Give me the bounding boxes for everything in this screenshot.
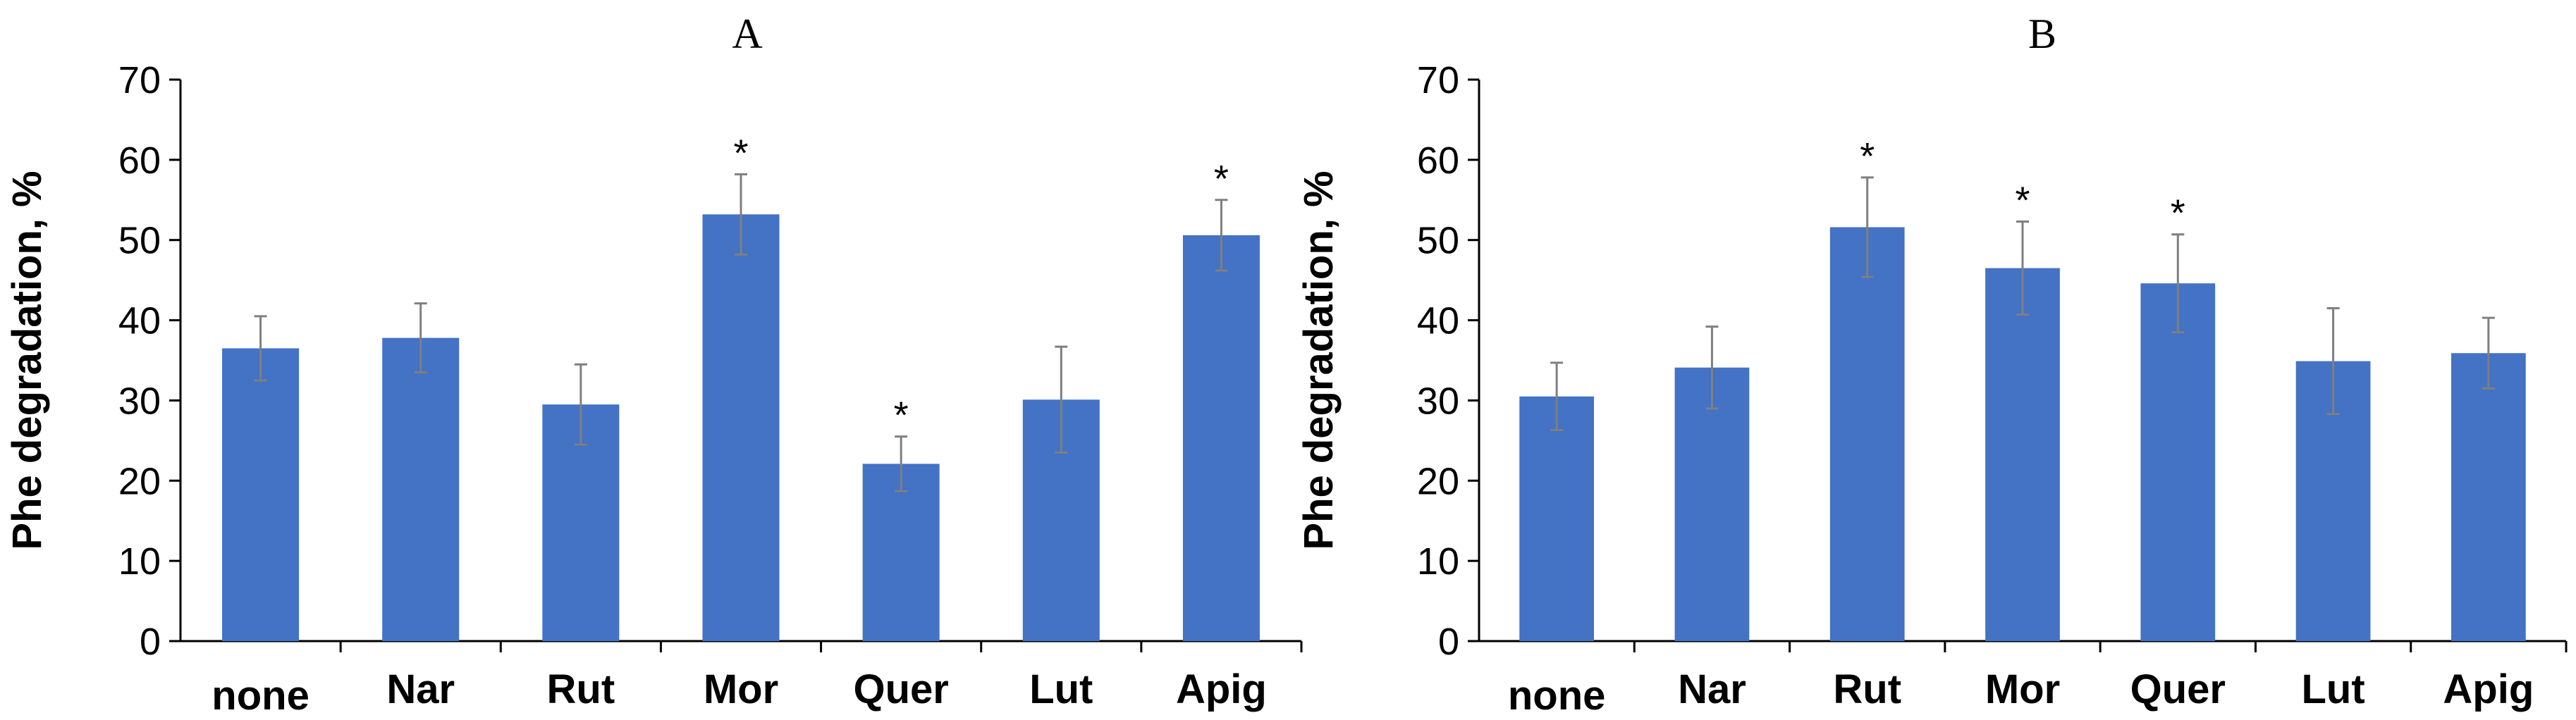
bar: [2140, 283, 2216, 641]
x-tick-label: none: [1508, 673, 1606, 719]
y-tick-label: 50: [118, 220, 161, 262]
significance-marker: *: [1214, 158, 1229, 200]
y-axis-label: Phe degradation, %: [1296, 170, 1342, 550]
x-tick-label: Nar: [386, 666, 455, 712]
significance-marker: *: [2015, 180, 2030, 222]
chart-title: A: [732, 11, 762, 57]
significance-marker: *: [1860, 135, 1875, 178]
y-tick-label: 70: [1417, 59, 1459, 101]
y-tick-label: 50: [1417, 220, 1459, 262]
y-tick-label: 60: [1417, 139, 1459, 182]
y-tick-label: 20: [1417, 460, 1459, 502]
y-tick-label: 60: [118, 139, 161, 182]
bar: [1519, 396, 1595, 641]
x-tick-label: Mor: [704, 666, 778, 712]
chart-panel-b: B Phe degradation, % 0 10 20 30 40 50 60 70 none Na…: [1296, 11, 2568, 719]
x-tick-label: Lut: [2301, 666, 2365, 712]
chart-panel-a: A Phe degradation, % 0 10 20 30 40 50 60 70 none Na…: [4, 11, 1303, 719]
y-tick-label: 0: [1438, 621, 1459, 663]
y-axis-label: Phe degradation, %: [4, 170, 50, 550]
bar: [1674, 367, 1750, 641]
x-tick-label: Quer: [2130, 666, 2226, 712]
y-tick-label: 20: [118, 460, 161, 502]
x-tick-label: Rut: [1833, 666, 1901, 712]
significance-marker: *: [2171, 192, 2185, 235]
x-tick-label: Nar: [1678, 666, 1746, 712]
y-tick-label: 30: [118, 380, 161, 422]
bar: [862, 464, 940, 641]
x-tick-label: Apig: [1176, 666, 1267, 712]
x-tick-label: Lut: [1029, 666, 1093, 712]
bar: [2451, 353, 2526, 641]
y-tick-label: 30: [1417, 380, 1459, 422]
x-tick-label: Quer: [853, 666, 948, 712]
bar: [702, 214, 780, 641]
y-tick-label: 40: [118, 300, 161, 342]
x-tick-label: Apig: [2443, 666, 2534, 712]
bar: [222, 348, 300, 641]
x-tick-label: Rut: [547, 666, 615, 712]
bar: [1182, 235, 1260, 642]
y-tick-label: 0: [140, 621, 161, 663]
significance-marker: *: [894, 395, 909, 437]
x-tick-label: none: [211, 673, 309, 719]
bar: [382, 337, 460, 641]
significance-marker: *: [733, 132, 748, 174]
x-tick-label: Mor: [1985, 666, 2060, 712]
bar: [1985, 268, 2060, 641]
y-tick-label: 10: [1417, 540, 1459, 583]
bar: [1829, 227, 1905, 641]
y-tick-label: 70: [118, 59, 161, 101]
y-tick-label: 40: [1417, 300, 1459, 342]
y-tick-label: 10: [118, 540, 161, 583]
chart-title: B: [2028, 11, 2056, 57]
